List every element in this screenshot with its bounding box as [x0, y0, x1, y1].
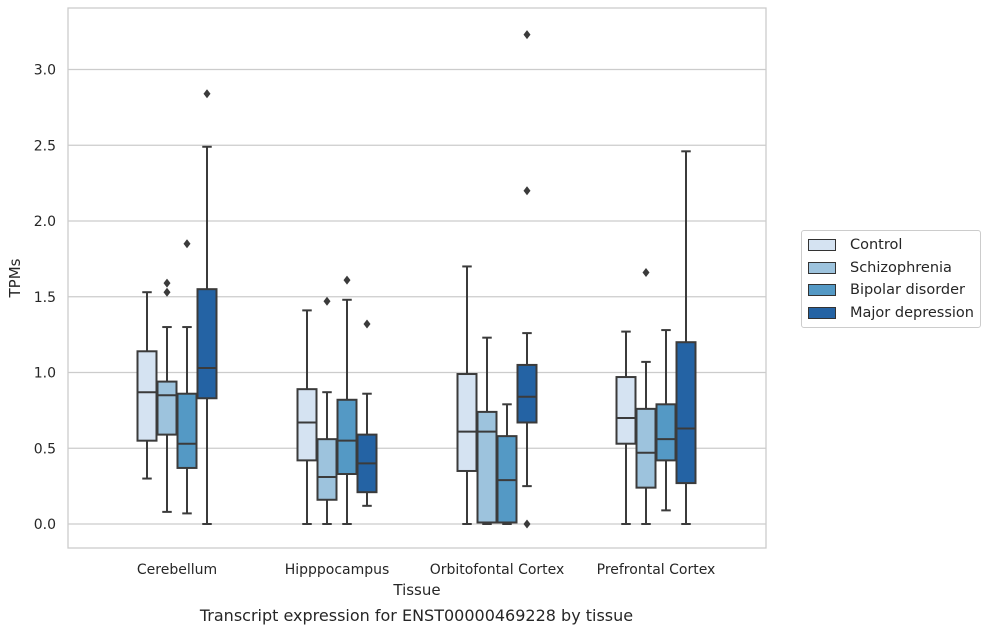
- outlier-point: [363, 319, 371, 329]
- box-body: [176, 392, 198, 469]
- box-plot-marks: [136, 30, 697, 529]
- legend-label: Major depression: [850, 304, 974, 321]
- box-body: [336, 398, 358, 476]
- legend-label: Control: [850, 237, 903, 254]
- outlier-point: [642, 268, 650, 278]
- box-bipolar-disorder: [336, 275, 358, 525]
- box-schizophrenia: [156, 278, 178, 513]
- box-major-depression: [675, 150, 697, 525]
- x-tick-label: Orbitofontal Cortex: [430, 562, 565, 578]
- legend-swatch: [808, 284, 836, 297]
- y-axis-label: TPMs: [6, 258, 24, 298]
- box-schizophrenia: [476, 336, 498, 525]
- box-body: [635, 407, 657, 489]
- outlier-point: [203, 89, 211, 99]
- plot-area-frame: [67, 7, 767, 549]
- legend-swatch: [808, 306, 836, 319]
- legend-label: Bipolar disorder: [850, 282, 965, 299]
- outlier-point: [183, 239, 191, 249]
- x-tick-label: Cerebellum: [137, 562, 217, 578]
- outlier-point: [163, 287, 171, 297]
- box-body: [456, 373, 478, 472]
- box-body: [675, 341, 697, 485]
- legend-item: Control: [808, 234, 974, 257]
- box-control: [615, 330, 637, 525]
- legend-item: Bipolar disorder: [808, 279, 974, 302]
- legend-item: Schizophrenia: [808, 257, 974, 280]
- y-tick-label: 0.0: [34, 517, 56, 533]
- box-schizophrenia: [635, 268, 657, 525]
- outlier-point: [523, 186, 531, 196]
- x-tick-label: Hipppocampus: [285, 562, 390, 578]
- y-tick-label: 3.0: [34, 63, 56, 79]
- legend-label: Schizophrenia: [850, 259, 952, 276]
- box-control: [296, 309, 318, 525]
- box-major-depression: [516, 30, 538, 529]
- x-axis-ticks: Cerebellum Hipppocampus Orbitofontal Corte…: [137, 562, 715, 578]
- y-tick-label: 1.0: [34, 366, 56, 382]
- outlier-point: [163, 278, 171, 288]
- box-body: [615, 376, 637, 445]
- legend-swatch: [808, 239, 836, 252]
- outlier-point: [523, 30, 531, 40]
- box-body: [655, 403, 677, 462]
- chart-caption: Transcript expression for ENST0000046922…: [199, 606, 634, 625]
- legend: Control Schizophrenia Bipolar disorder Majo…: [801, 230, 981, 328]
- legend-item: Major depression: [808, 302, 974, 325]
- box-bipolar-disorder: [176, 239, 198, 515]
- outlier-point: [343, 275, 351, 285]
- y-tick-label: 2.0: [34, 214, 56, 230]
- y-tick-label: 2.5: [34, 138, 56, 154]
- outlier-point: [523, 519, 531, 529]
- box-body: [476, 410, 498, 524]
- x-axis-label: Tissue: [392, 581, 440, 599]
- box-control: [136, 291, 158, 480]
- outlier-point: [323, 296, 331, 306]
- legend-swatch: [808, 261, 836, 274]
- box-schizophrenia: [316, 296, 338, 525]
- box-body: [136, 350, 158, 442]
- box-major-depression: [196, 89, 218, 525]
- box-body: [196, 288, 218, 400]
- y-axis-ticks: 0.0 0.5 1.0 1.5 2.0 2.5 3.0: [34, 63, 56, 534]
- box-body: [316, 438, 338, 501]
- y-tick-label: 0.5: [34, 441, 56, 457]
- box-major-depression: [356, 319, 378, 507]
- box-body: [296, 388, 318, 462]
- x-tick-label: Prefrontal Cortex: [597, 562, 716, 578]
- box-bipolar-disorder: [496, 403, 518, 525]
- y-tick-label: 1.5: [34, 290, 56, 306]
- box-control: [456, 265, 478, 525]
- box-body: [516, 363, 538, 424]
- box-bipolar-disorder: [655, 329, 677, 512]
- box-body: [156, 380, 178, 436]
